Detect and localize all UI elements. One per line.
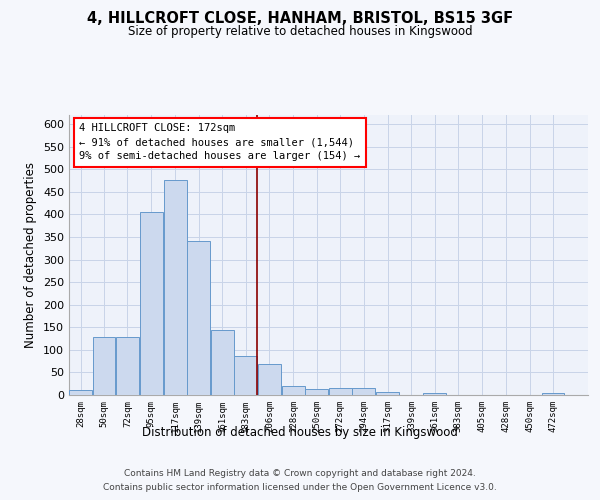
Bar: [164, 180, 187, 395]
Bar: [116, 337, 139, 395]
Bar: [542, 392, 564, 395]
Bar: [329, 388, 352, 395]
Bar: [352, 388, 375, 395]
Text: 4 HILLCROFT CLOSE: 172sqm
← 91% of detached houses are smaller (1,544)
9% of sem: 4 HILLCROFT CLOSE: 172sqm ← 91% of detac…: [79, 124, 361, 162]
Bar: [305, 389, 328, 395]
Text: Size of property relative to detached houses in Kingswood: Size of property relative to detached ho…: [128, 25, 472, 38]
Bar: [93, 337, 115, 395]
Text: Contains HM Land Registry data © Crown copyright and database right 2024.: Contains HM Land Registry data © Crown c…: [124, 470, 476, 478]
Bar: [70, 390, 92, 395]
Bar: [211, 330, 233, 395]
Text: 4, HILLCROFT CLOSE, HANHAM, BRISTOL, BS15 3GF: 4, HILLCROFT CLOSE, HANHAM, BRISTOL, BS1…: [87, 11, 513, 26]
Bar: [187, 242, 210, 395]
Text: Distribution of detached houses by size in Kingswood: Distribution of detached houses by size …: [142, 426, 458, 439]
Bar: [257, 364, 281, 395]
Bar: [376, 392, 400, 395]
Text: Contains public sector information licensed under the Open Government Licence v3: Contains public sector information licen…: [103, 483, 497, 492]
Y-axis label: Number of detached properties: Number of detached properties: [25, 162, 37, 348]
Bar: [282, 386, 305, 395]
Bar: [424, 392, 446, 395]
Bar: [140, 212, 163, 395]
Bar: [234, 356, 257, 395]
